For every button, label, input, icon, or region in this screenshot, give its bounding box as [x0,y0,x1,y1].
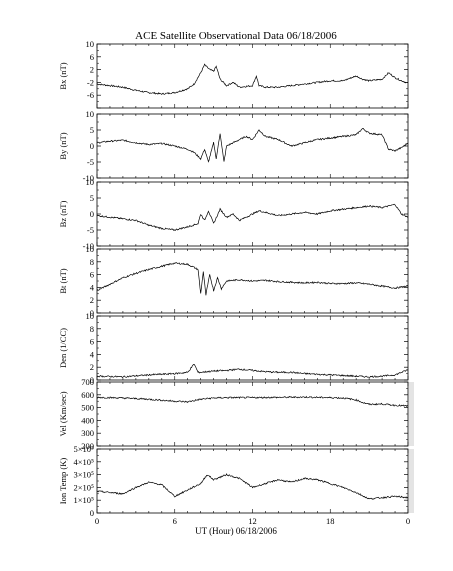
y-tick-label: 6 [90,52,94,62]
y-tick-label: 300 [81,428,94,438]
y-tick-label: 700 [81,377,94,387]
series-line [96,262,409,296]
y-axis-label: Bx (nT) [58,62,68,89]
y-tick-label: 10 [86,109,95,119]
panel-bt: 10 8 6 4 2 0 Bt (nT) [58,244,409,318]
y-tick-label: 2 [90,362,94,372]
x-tick-label: 0 [406,516,410,526]
y-axis-label: Den (1/CC) [58,328,68,368]
y-tick-label: 400 [81,415,94,425]
panel-vel: 700 600 500 400 300 200 Vel (Km/sec) [58,377,414,451]
y-tick-label: 10 [86,177,95,187]
series-line [97,63,409,96]
series-line [96,364,409,378]
y-tick-label: 6 [90,337,94,347]
panel-den: 10 8 6 4 2 0 Den (1/CC) [58,311,409,385]
panel-by: 10 5 0 -5 -10 By (nT) [58,109,409,183]
y-axis-label: Bt (nT) [58,268,68,293]
y-tick-label: 4 [90,282,95,292]
series-line [96,473,408,500]
y-tick-label: 5 [90,125,94,135]
y-tick-label: 6 [90,270,94,280]
y-tick-label: -6 [87,90,94,100]
panel-bz: 10 5 0 -5 -10 Bz (nT) [58,177,409,251]
series-line [96,203,409,231]
y-tick-label: 0 [90,308,94,318]
y-tick-label: 1×10⁵ [73,495,94,505]
panels: 10 6 2 -2 -6 Bx (nT) 10 5 0 -5 -10 By (nT) 10 5 0 -5 -10… [58,39,414,526]
panel-frame [96,113,409,179]
y-tick-label: 4 [90,349,95,359]
y-tick-label: 3×10⁵ [73,470,94,480]
y-tick-label: -10 [83,241,94,251]
y-tick-label: 4×10⁵ [73,457,94,467]
y-tick-label: -5 [87,157,94,167]
y-tick-label: 8 [90,257,94,267]
panel-bx: 10 6 2 -2 -6 Bx (nT) [58,39,409,109]
y-tick-label: 0 [90,141,94,151]
series-line [96,395,409,407]
y-axis-label: Ion Temp (K) [58,458,68,505]
y-tick-label: 10 [86,39,95,49]
panel-ion-temp: 5×10⁵ 4×10⁵ 3×10⁵ 2×10⁵ 1×10⁵ 0 Ion Temp (K) [58,444,414,518]
y-tick-label: -10 [83,173,94,183]
y-tick-label: 2 [90,295,94,305]
y-tick-label: 2 [90,65,94,75]
y-tick-label: 0 [90,508,94,518]
y-tick-label: 0 [90,209,94,219]
panel-frame [96,381,409,447]
y-tick-label: 5×10⁵ [73,444,94,454]
panel-frame [96,448,409,514]
panel-frame [96,181,409,247]
y-tick-label: 0 [90,375,94,385]
y-tick-label: 10 [86,244,95,254]
y-tick-label: 500 [81,403,94,413]
series-line [96,127,409,163]
chart-title: ACE Satellite Observational Data 06/18/2… [135,30,337,42]
y-axis-label: Bz (nT) [58,200,68,227]
x-tick-label: 0 [95,516,99,526]
y-tick-label: 10 [86,311,95,321]
panel-frame [96,43,409,109]
y-tick-label: 5 [90,193,94,203]
y-tick-label: -2 [87,77,94,87]
y-tick-label: 200 [81,441,94,451]
y-tick-label: 2×10⁵ [73,482,94,492]
y-tick-label: 600 [81,390,94,400]
y-tick-label: -5 [87,225,94,235]
x-tick-label: 18 [326,516,335,526]
x-tick-label: 12 [248,516,257,526]
y-tick-label: 8 [90,324,94,334]
y-axis-label: Vel (Km/sec) [58,391,68,436]
x-tick-label: 6 [173,516,177,526]
x-axis-label: UT (Hour) 06/18/2006 [195,526,277,536]
y-axis-label: By (nT) [58,132,68,159]
